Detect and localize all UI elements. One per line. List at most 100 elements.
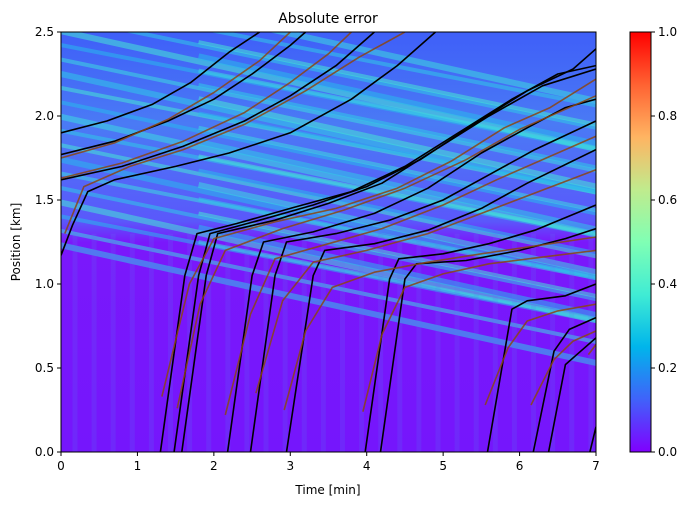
- error-streak: [397, 233, 403, 452]
- black-trajectory-15: [589, 426, 596, 452]
- x-tick-label: 0: [57, 459, 65, 473]
- error-band: [61, 156, 596, 281]
- colorbar-tick-label: 0.6: [658, 193, 677, 207]
- brown-trajectory-7: [283, 236, 596, 411]
- black-trajectory-11: [379, 227, 596, 452]
- y-tick-label: 2.5: [35, 25, 54, 39]
- error-band: [198, 111, 596, 194]
- error-streak: [282, 233, 288, 452]
- error-streak: [454, 233, 460, 452]
- error-streak: [206, 233, 212, 452]
- brown-trajectory-0: [64, 32, 406, 234]
- error-band: [61, 32, 596, 152]
- error-band: [61, 199, 596, 324]
- brown-trajectory-11: [587, 344, 596, 356]
- x-tick-label: 1: [134, 459, 142, 473]
- brown-trajectory-9: [484, 303, 596, 406]
- x-tick-label: 7: [592, 459, 600, 473]
- black-trajectory-14: [547, 337, 596, 452]
- error-band: [198, 197, 596, 279]
- error-band: [198, 168, 596, 256]
- error-streak: [168, 233, 173, 452]
- brown-trajectory-3: [161, 78, 596, 397]
- colorbar-tick-label: 1.0: [658, 25, 677, 39]
- error-streak: [435, 233, 441, 452]
- brown-trajectory-1: [61, 32, 352, 179]
- y-tick-label: 1.5: [35, 193, 54, 207]
- error-band: [198, 154, 596, 237]
- error-streak: [492, 233, 498, 452]
- colorbar-tick-label: 0.0: [658, 445, 677, 459]
- black-trajectory-0: [61, 32, 437, 256]
- colorbar-tick-label: 0.4: [658, 277, 677, 291]
- x-tick-label: 6: [516, 459, 524, 473]
- error-band: [61, 143, 596, 259]
- brown-trajectory-2: [61, 32, 291, 159]
- y-axis: 0.0 0.5 1.0 1.5 2.0 2.5: [35, 25, 61, 459]
- plot-frame: [60, 31, 597, 453]
- y-tick-label: 1.0: [35, 277, 54, 291]
- error-streak: [72, 233, 78, 452]
- y-axis-label: Position [km]: [9, 203, 23, 282]
- black-trajectory-13: [532, 316, 596, 452]
- black-trajectory-9: [285, 148, 596, 452]
- error-band: [198, 68, 596, 151]
- x-tick-label: 5: [439, 459, 447, 473]
- error-streak: [301, 233, 307, 452]
- colorbar-ticks: 0.0 0.2 0.4 0.6 0.8 1.0: [651, 25, 677, 459]
- x-tick-label: 2: [210, 459, 218, 473]
- black-trajectory-8: [249, 120, 596, 452]
- error-streak: [148, 233, 154, 452]
- error-band: [124, 32, 596, 130]
- colorbar-tick-label: 0.2: [658, 361, 677, 375]
- error-streak: [91, 233, 97, 452]
- error-streak: [416, 233, 422, 452]
- x-axis: 0 1 2 3 4 5 6 7: [57, 452, 600, 473]
- error-streak: [225, 233, 231, 452]
- brown-trajectory-8: [362, 249, 596, 412]
- error-streak: [359, 233, 365, 452]
- y-tick-label: 2.0: [35, 109, 54, 123]
- black-trajectory-10: [364, 204, 596, 452]
- plot-area: [61, 32, 596, 452]
- error-band: [209, 32, 596, 108]
- black-trajectory-6: [181, 68, 596, 452]
- error-band: [61, 57, 596, 173]
- error-streak: [550, 233, 556, 452]
- error-streak: [339, 233, 345, 452]
- brown-trajectory-10: [530, 330, 596, 406]
- x-tick-label: 3: [286, 459, 294, 473]
- error-streak: [244, 233, 250, 452]
- error-streak: [473, 233, 479, 452]
- y-tick-label: 0.5: [35, 361, 54, 375]
- error-band: [268, 32, 596, 104]
- brown-trajectory-6: [255, 169, 596, 394]
- error-streak: [320, 233, 326, 452]
- black-trajectory-2: [61, 32, 307, 156]
- chart-title: Absolute error: [278, 11, 378, 27]
- colorbar-tick-label: 0.8: [658, 109, 677, 123]
- y-tick-label: 0.0: [35, 445, 54, 459]
- error-band: [61, 228, 596, 345]
- error-band: [198, 240, 596, 322]
- trajectory-lines: [61, 32, 596, 452]
- error-bands: [61, 32, 596, 452]
- error-band: [198, 82, 596, 170]
- error-band: [197, 181, 596, 276]
- error-band: [61, 70, 596, 195]
- error-band: [198, 125, 596, 213]
- error-streak: [511, 233, 517, 452]
- brown-trajectory-5: [224, 135, 596, 416]
- black-trajectory-5: [173, 48, 596, 452]
- error-band: [61, 113, 596, 238]
- error-band: [61, 186, 596, 302]
- x-axis-label: Time [min]: [294, 483, 360, 497]
- black-trajectory-1: [61, 32, 375, 181]
- black-trajectory-3: [61, 32, 261, 134]
- error-streak: [531, 233, 537, 452]
- error-band: [197, 96, 596, 190]
- colorbar: 0.0 0.2 0.4 0.6 0.8 1.0: [629, 25, 677, 459]
- error-streak: [110, 233, 116, 452]
- x-tick-label: 4: [363, 459, 371, 473]
